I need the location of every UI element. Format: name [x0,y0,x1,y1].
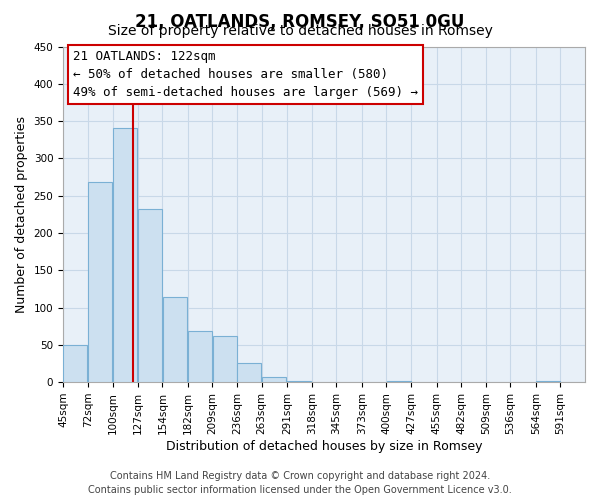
Bar [536,380,560,382]
Text: 21 OATLANDS: 122sqm
← 50% of detached houses are smaller (580)
49% of semi-detac: 21 OATLANDS: 122sqm ← 50% of detached ho… [73,50,418,99]
Bar [113,128,137,382]
Bar [138,209,162,382]
Bar [88,182,112,382]
X-axis label: Distribution of detached houses by size in Romsey: Distribution of detached houses by size … [166,440,482,452]
Bar [262,377,286,382]
Bar [63,345,88,382]
Y-axis label: Number of detached properties: Number of detached properties [15,116,28,313]
Bar [188,332,212,382]
Text: 21, OATLANDS, ROMSEY, SO51 0GU: 21, OATLANDS, ROMSEY, SO51 0GU [136,12,464,30]
Bar [287,380,311,382]
Text: Size of property relative to detached houses in Romsey: Size of property relative to detached ho… [107,24,493,38]
Text: Contains HM Land Registry data © Crown copyright and database right 2024.
Contai: Contains HM Land Registry data © Crown c… [88,471,512,495]
Bar [386,380,411,382]
Bar [237,364,262,382]
Bar [212,336,237,382]
Bar [163,297,187,382]
